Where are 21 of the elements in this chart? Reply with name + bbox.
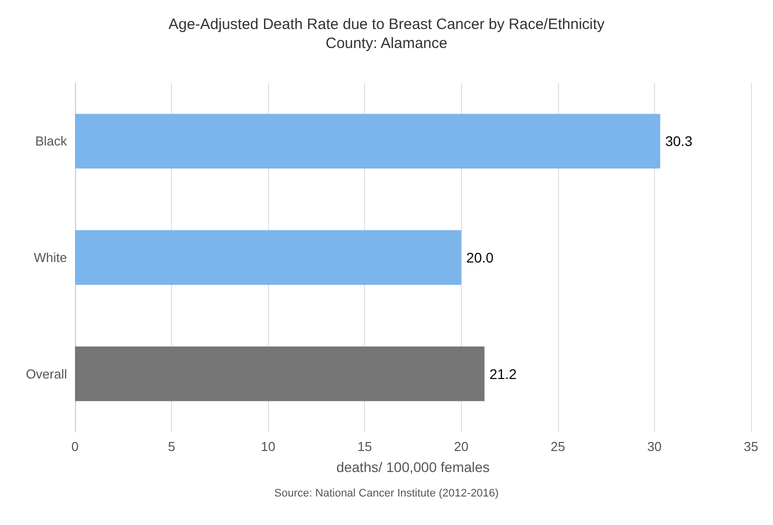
data-label: 21.2 <box>489 366 517 382</box>
x-tick-label: 25 <box>550 439 566 454</box>
x-tick-label: 0 <box>71 439 79 454</box>
y-tick-label: Overall <box>26 366 68 382</box>
bar <box>75 230 462 285</box>
x-tick-label: 15 <box>357 439 372 454</box>
x-axis-title: deaths/ 100,000 females <box>336 459 490 475</box>
x-tick-label: 20 <box>454 439 469 454</box>
x-tick-label: 35 <box>744 439 758 454</box>
bar <box>75 114 660 169</box>
chart-title: Age-Adjusted Death Rate due to Breast Cancer by Race/Ethnicity <box>168 16 606 33</box>
x-tick-label: 5 <box>168 439 176 454</box>
bar <box>75 346 484 402</box>
y-tick-label: Black <box>35 134 68 149</box>
chart-subtitle: County: Alamance <box>326 35 448 52</box>
x-tick-label: 30 <box>647 439 662 454</box>
x-tick-label: 10 <box>260 439 276 454</box>
data-label: 30.3 <box>665 133 693 150</box>
y-tick-label: White <box>34 250 67 265</box>
source-note: Source: National Cancer Institute (2012-2016) <box>274 488 499 500</box>
data-label: 20.0 <box>466 250 494 266</box>
